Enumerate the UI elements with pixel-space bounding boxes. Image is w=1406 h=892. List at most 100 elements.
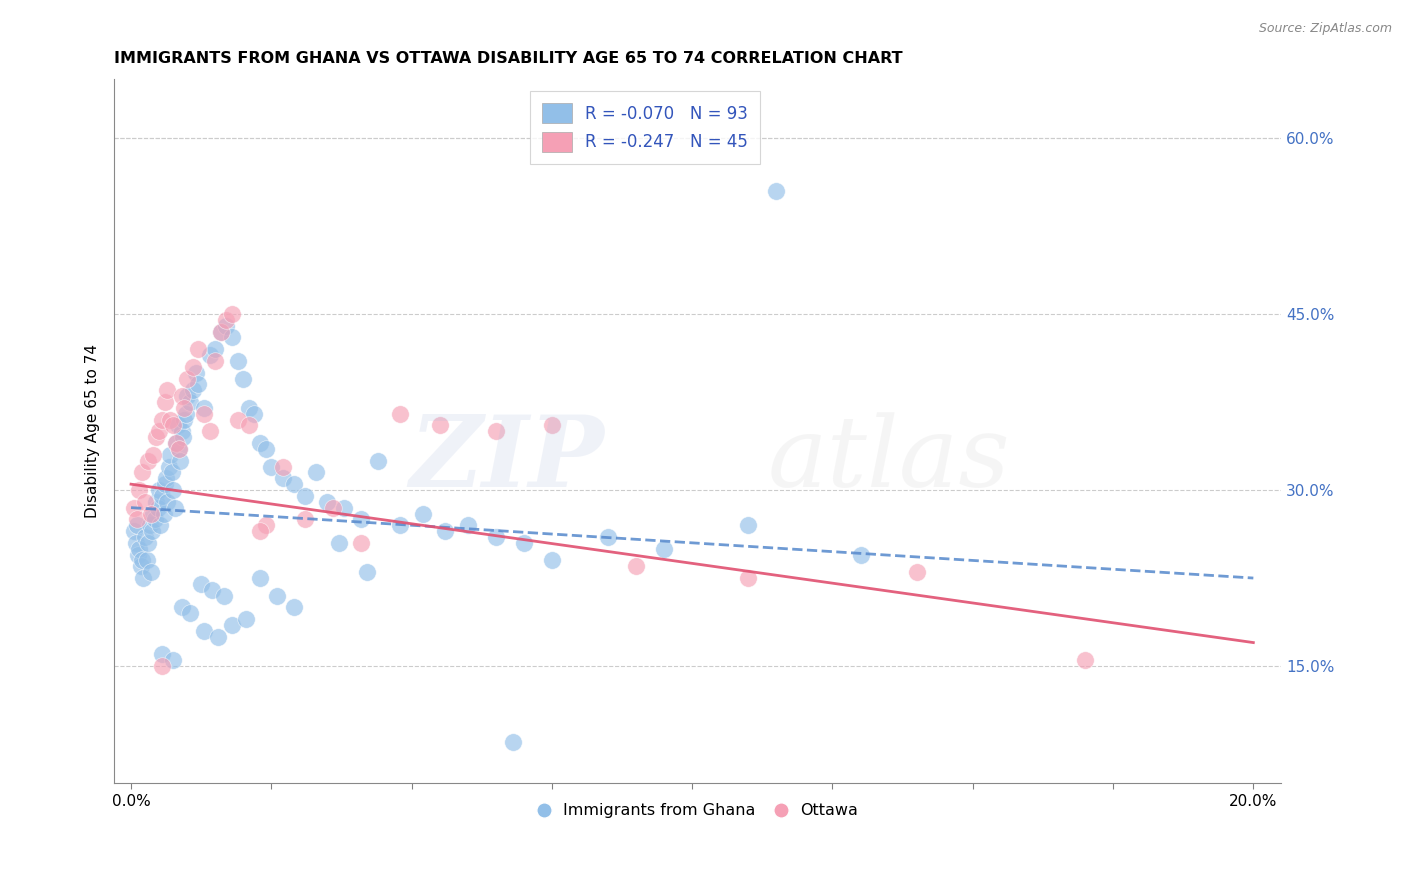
Point [212, 589, 235, 603]
Point [179, 395, 201, 409]
Point [198, 348, 221, 362]
Point [238, 418, 260, 433]
Point [166, 418, 188, 433]
Point [153, 477, 176, 491]
Point [283, 600, 305, 615]
Point [181, 384, 204, 398]
Point [249, 436, 271, 450]
Point [157, 459, 180, 474]
Point [226, 354, 249, 368]
Point [316, 495, 339, 509]
Point [271, 459, 294, 474]
Point [541, 418, 564, 433]
Point [333, 500, 356, 515]
Point [122, 524, 145, 538]
Point [172, 430, 194, 444]
Point [305, 466, 328, 480]
Point [141, 524, 163, 538]
Point [169, 453, 191, 467]
Point [209, 325, 232, 339]
Point [142, 507, 165, 521]
Point [142, 448, 165, 462]
Point [204, 343, 226, 357]
Point [389, 407, 412, 421]
Point [221, 618, 243, 632]
Point [201, 582, 224, 597]
Point [187, 343, 209, 357]
Point [226, 412, 249, 426]
Point [135, 553, 157, 567]
Text: atlas: atlas [768, 412, 1011, 508]
Point [652, 541, 675, 556]
Point [181, 359, 204, 374]
Point [153, 395, 176, 409]
Point [134, 530, 156, 544]
Point [283, 477, 305, 491]
Point [167, 442, 190, 456]
Point [136, 453, 159, 467]
Point [260, 459, 283, 474]
Point [131, 553, 153, 567]
Point [187, 377, 209, 392]
Point [139, 507, 162, 521]
Point [136, 536, 159, 550]
Point [160, 466, 183, 480]
Y-axis label: Disability Age 65 to 74: Disability Age 65 to 74 [86, 344, 100, 518]
Legend: Immigrants from Ghana, Ottawa: Immigrants from Ghana, Ottawa [531, 797, 865, 825]
Point [162, 653, 184, 667]
Point [367, 453, 389, 467]
Point [254, 518, 277, 533]
Point [204, 354, 226, 368]
Point [150, 659, 173, 673]
Point [184, 366, 207, 380]
Point [350, 536, 373, 550]
Point [905, 565, 928, 579]
Point [389, 518, 412, 533]
Point [159, 448, 181, 462]
Point [122, 500, 145, 515]
Point [502, 735, 524, 749]
Point [207, 630, 229, 644]
Text: IMMIGRANTS FROM GHANA VS OTTAWA DISABILITY AGE 65 TO 74 CORRELATION CHART: IMMIGRANTS FROM GHANA VS OTTAWA DISABILI… [114, 51, 903, 66]
Point [193, 624, 215, 638]
Point [165, 436, 187, 450]
Point [350, 512, 373, 526]
Point [193, 407, 215, 421]
Point [150, 412, 173, 426]
Point [328, 536, 350, 550]
Point [624, 559, 647, 574]
Point [134, 495, 156, 509]
Point [150, 489, 173, 503]
Point [429, 418, 451, 433]
Point [254, 442, 277, 456]
Point [235, 612, 257, 626]
Point [322, 500, 344, 515]
Point [266, 589, 288, 603]
Point [145, 430, 167, 444]
Point [127, 548, 149, 562]
Text: Source: ZipAtlas.com: Source: ZipAtlas.com [1258, 22, 1392, 36]
Point [849, 548, 872, 562]
Point [737, 518, 759, 533]
Point [596, 530, 619, 544]
Point [167, 442, 190, 456]
Point [737, 571, 759, 585]
Point [190, 577, 212, 591]
Point [485, 530, 508, 544]
Point [176, 371, 198, 385]
Point [356, 565, 378, 579]
Point [238, 401, 260, 415]
Point [249, 571, 271, 585]
Point [198, 425, 221, 439]
Point [143, 512, 166, 526]
Point [162, 483, 184, 497]
Point [148, 483, 170, 497]
Point [125, 512, 148, 526]
Point [513, 536, 536, 550]
Point [152, 507, 174, 521]
Point [271, 471, 294, 485]
Point [128, 541, 150, 556]
Point [139, 565, 162, 579]
Point [150, 648, 173, 662]
Point [170, 425, 193, 439]
